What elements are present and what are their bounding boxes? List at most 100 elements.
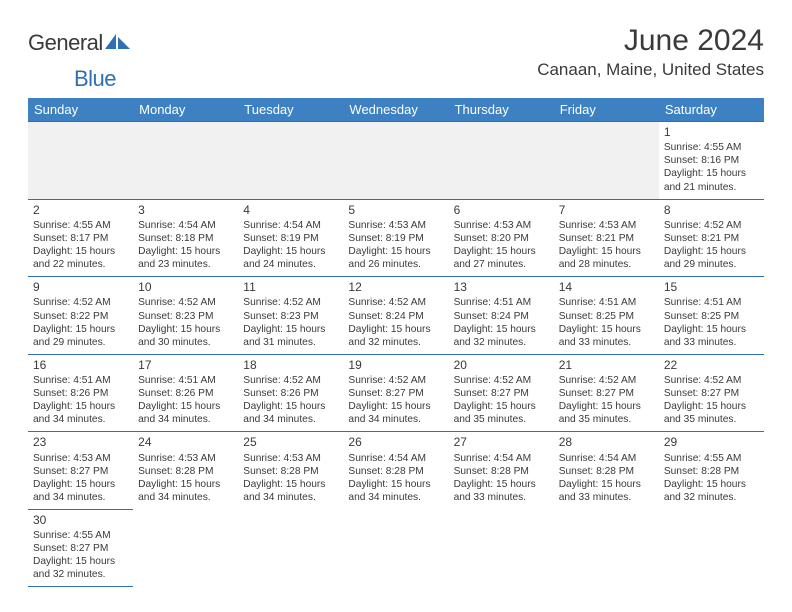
- day-number: 30: [33, 513, 128, 528]
- day-number: 28: [559, 435, 654, 450]
- calendar-cell: 22Sunrise: 4:52 AMSunset: 8:27 PMDayligh…: [659, 354, 764, 432]
- weekday-header-row: Sunday Monday Tuesday Wednesday Thursday…: [28, 98, 764, 122]
- day-number: 26: [348, 435, 443, 450]
- logo-word-general: General: [28, 30, 103, 55]
- sunset-line: Sunset: 8:23 PM: [138, 310, 233, 323]
- sunset-line: Sunset: 8:25 PM: [559, 310, 654, 323]
- calendar-cell-empty: [238, 122, 343, 200]
- day-number: 7: [559, 203, 654, 218]
- sunrise-line: Sunrise: 4:52 AM: [454, 374, 549, 387]
- day-number: 29: [664, 435, 759, 450]
- daylight-line: Daylight: 15 hours and 23 minutes.: [138, 245, 233, 271]
- daylight-line: Daylight: 15 hours and 34 minutes.: [138, 478, 233, 504]
- daylight-line: Daylight: 15 hours and 34 minutes.: [243, 400, 338, 426]
- calendar-cell: 21Sunrise: 4:52 AMSunset: 8:27 PMDayligh…: [554, 354, 659, 432]
- sunrise-line: Sunrise: 4:55 AM: [664, 141, 759, 154]
- day-number: 22: [664, 358, 759, 373]
- calendar-row: 23 Sunrise: 4:53 AM Sunset: 8:27 PM Dayligh…: [28, 432, 764, 510]
- weekday-header: Sunday: [28, 98, 133, 122]
- daylight-line: Daylight: 15 hours and 32 minutes.: [454, 323, 549, 349]
- day-number: 9: [33, 280, 128, 295]
- sunrise-line: Sunrise: 4:55 AM: [664, 452, 759, 465]
- calendar-cell-empty: [343, 122, 448, 200]
- calendar-cell-empty: [449, 122, 554, 200]
- daylight-line: Daylight: 15 hours and 33 minutes.: [559, 478, 654, 504]
- daylight-line: Daylight: 15 hours and 24 minutes.: [243, 245, 338, 271]
- day-number: 27: [454, 435, 549, 450]
- calendar-cell-empty: [238, 509, 343, 587]
- calendar-row: 1Sunrise: 4:55 AMSunset: 8:16 PMDaylight…: [28, 122, 764, 200]
- daylight-line: Daylight: 15 hours and 34 minutes.: [348, 478, 443, 504]
- sunrise-line: Sunrise: 4:54 AM: [138, 219, 233, 232]
- daylight-line: Daylight: 15 hours and 35 minutes.: [664, 400, 759, 426]
- daylight-line: Daylight: 15 hours and 31 minutes.: [243, 323, 338, 349]
- day-number: 24: [138, 435, 233, 450]
- sunrise-line: Sunrise: 4:51 AM: [664, 296, 759, 309]
- day-number: 5: [348, 203, 443, 218]
- sunset-line: Sunset: 8:27 PM: [664, 387, 759, 400]
- header: General Blue June 2024 Canaan, Maine, Uni…: [28, 24, 764, 92]
- daylight-line: Daylight: 15 hours and 29 minutes.: [33, 323, 128, 349]
- sunrise-line: Sunrise: 4:51 AM: [454, 296, 549, 309]
- daylight-line: Daylight: 15 hours and 26 minutes.: [348, 245, 443, 271]
- sunrise-line: Sunrise: 4:53 AM: [348, 219, 443, 232]
- sunrise-line: Sunrise: 4:52 AM: [243, 374, 338, 387]
- sunset-line: Sunset: 8:16 PM: [664, 154, 759, 167]
- sunrise-line: Sunrise: 4:53 AM: [138, 452, 233, 465]
- calendar-cell: 1Sunrise: 4:55 AMSunset: 8:16 PMDaylight…: [659, 122, 764, 200]
- daylight-line: Daylight: 15 hours and 29 minutes.: [664, 245, 759, 271]
- location: Canaan, Maine, United States: [537, 60, 764, 80]
- sunset-line: Sunset: 8:21 PM: [559, 232, 654, 245]
- sunset-line: Sunset: 8:28 PM: [559, 465, 654, 478]
- calendar-cell: 8Sunrise: 4:52 AMSunset: 8:21 PMDaylight…: [659, 199, 764, 277]
- weekday-header: Thursday: [449, 98, 554, 122]
- daylight-line: Daylight: 15 hours and 35 minutes.: [454, 400, 549, 426]
- day-number: 19: [348, 358, 443, 373]
- daylight-line: Daylight: 15 hours and 34 minutes.: [348, 400, 443, 426]
- sunrise-line: Sunrise: 4:54 AM: [348, 452, 443, 465]
- calendar-cell: 18Sunrise: 4:52 AMSunset: 8:26 PMDayligh…: [238, 354, 343, 432]
- day-number: 1: [664, 125, 759, 140]
- calendar-row: 9Sunrise: 4:52 AMSunset: 8:22 PMDaylight…: [28, 277, 764, 355]
- weekday-header: Wednesday: [343, 98, 448, 122]
- day-number: 8: [664, 203, 759, 218]
- daylight-line: Daylight: 15 hours and 33 minutes.: [559, 323, 654, 349]
- calendar-cell-empty: [28, 122, 133, 200]
- sunset-line: Sunset: 8:28 PM: [348, 465, 443, 478]
- calendar-cell: 19Sunrise: 4:52 AMSunset: 8:27 PMDayligh…: [343, 354, 448, 432]
- sunset-line: Sunset: 8:27 PM: [454, 387, 549, 400]
- sunrise-line: Sunrise: 4:51 AM: [559, 296, 654, 309]
- calendar-cell: 10Sunrise: 4:52 AMSunset: 8:23 PMDayligh…: [133, 277, 238, 355]
- sunrise-line: Sunrise: 4:53 AM: [454, 219, 549, 232]
- calendar-cell-empty: [133, 122, 238, 200]
- sunrise-line: Sunrise: 4:52 AM: [559, 374, 654, 387]
- page-title: June 2024: [537, 24, 764, 58]
- logo-text: General Blue: [28, 30, 131, 92]
- day-number: 10: [138, 280, 233, 295]
- daylight-line: Daylight: 15 hours and 32 minutes.: [33, 555, 128, 581]
- sunset-line: Sunset: 8:21 PM: [664, 232, 759, 245]
- sunset-line: Sunset: 8:28 PM: [138, 465, 233, 478]
- page: General Blue June 2024 Canaan, Maine, Uni…: [0, 0, 792, 611]
- calendar-cell: 29Sunrise: 4:55 AMSunset: 8:28 PMDayligh…: [659, 432, 764, 510]
- sunrise-line: Sunrise: 4:52 AM: [138, 296, 233, 309]
- day-number: 14: [559, 280, 654, 295]
- sunset-line: Sunset: 8:26 PM: [138, 387, 233, 400]
- daylight-line: Daylight: 15 hours and 28 minutes.: [559, 245, 654, 271]
- weekday-header: Saturday: [659, 98, 764, 122]
- calendar-cell: 7Sunrise: 4:53 AMSunset: 8:21 PMDaylight…: [554, 199, 659, 277]
- day-number: 16: [33, 358, 128, 373]
- sunset-line: Sunset: 8:27 PM: [33, 465, 128, 478]
- sunset-line: Sunset: 8:24 PM: [454, 310, 549, 323]
- calendar-cell-empty: [554, 509, 659, 587]
- day-number: 17: [138, 358, 233, 373]
- sunset-line: Sunset: 8:26 PM: [243, 387, 338, 400]
- calendar-cell: 2Sunrise: 4:55 AMSunset: 8:17 PMDaylight…: [28, 199, 133, 277]
- day-number: 15: [664, 280, 759, 295]
- day-number: 23: [33, 435, 128, 450]
- sunset-line: Sunset: 8:19 PM: [348, 232, 443, 245]
- day-number: 20: [454, 358, 549, 373]
- sunset-line: Sunset: 8:19 PM: [243, 232, 338, 245]
- logo-word-blue: Blue: [74, 66, 116, 91]
- calendar-cell: 12Sunrise: 4:52 AMSunset: 8:24 PMDayligh…: [343, 277, 448, 355]
